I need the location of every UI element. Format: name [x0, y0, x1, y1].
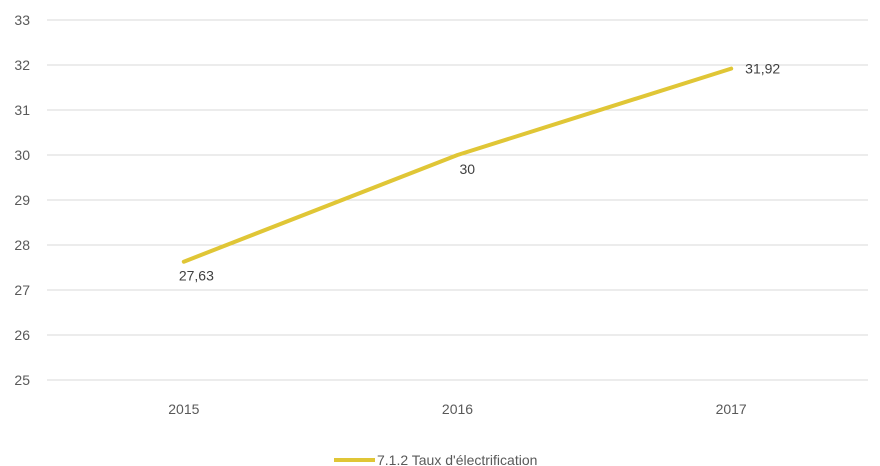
series-lines — [181, 66, 734, 264]
y-tick-label: 27 — [14, 282, 30, 298]
y-axis-tick-labels: 25 26 27 28 29 30 31 32 33 — [14, 12, 30, 388]
legend: 7.1.2 Taux d'électrification — [334, 452, 537, 466]
x-tick-label: 2015 — [168, 401, 199, 417]
y-tick-label: 29 — [14, 192, 30, 208]
x-tick-label: 2017 — [716, 401, 747, 417]
y-tick-label: 28 — [14, 237, 30, 253]
y-tick-label: 30 — [14, 147, 30, 163]
legend-label: 7.1.2 Taux d'électrification — [377, 452, 537, 466]
y-tick-label: 33 — [14, 12, 30, 28]
data-label: 27,63 — [179, 268, 214, 284]
series-line-electrification — [181, 66, 734, 264]
y-tick-label: 32 — [14, 57, 30, 73]
data-label: 31,92 — [745, 61, 780, 77]
y-tick-label: 25 — [14, 372, 30, 388]
data-labels: 27,63 30 31,92 — [179, 61, 781, 284]
y-tick-label: 26 — [14, 327, 30, 343]
data-label: 30 — [460, 161, 476, 177]
y-tick-label: 31 — [14, 102, 30, 118]
x-tick-label: 2016 — [442, 401, 473, 417]
x-axis-tick-labels: 2015 2016 2017 — [168, 401, 747, 417]
